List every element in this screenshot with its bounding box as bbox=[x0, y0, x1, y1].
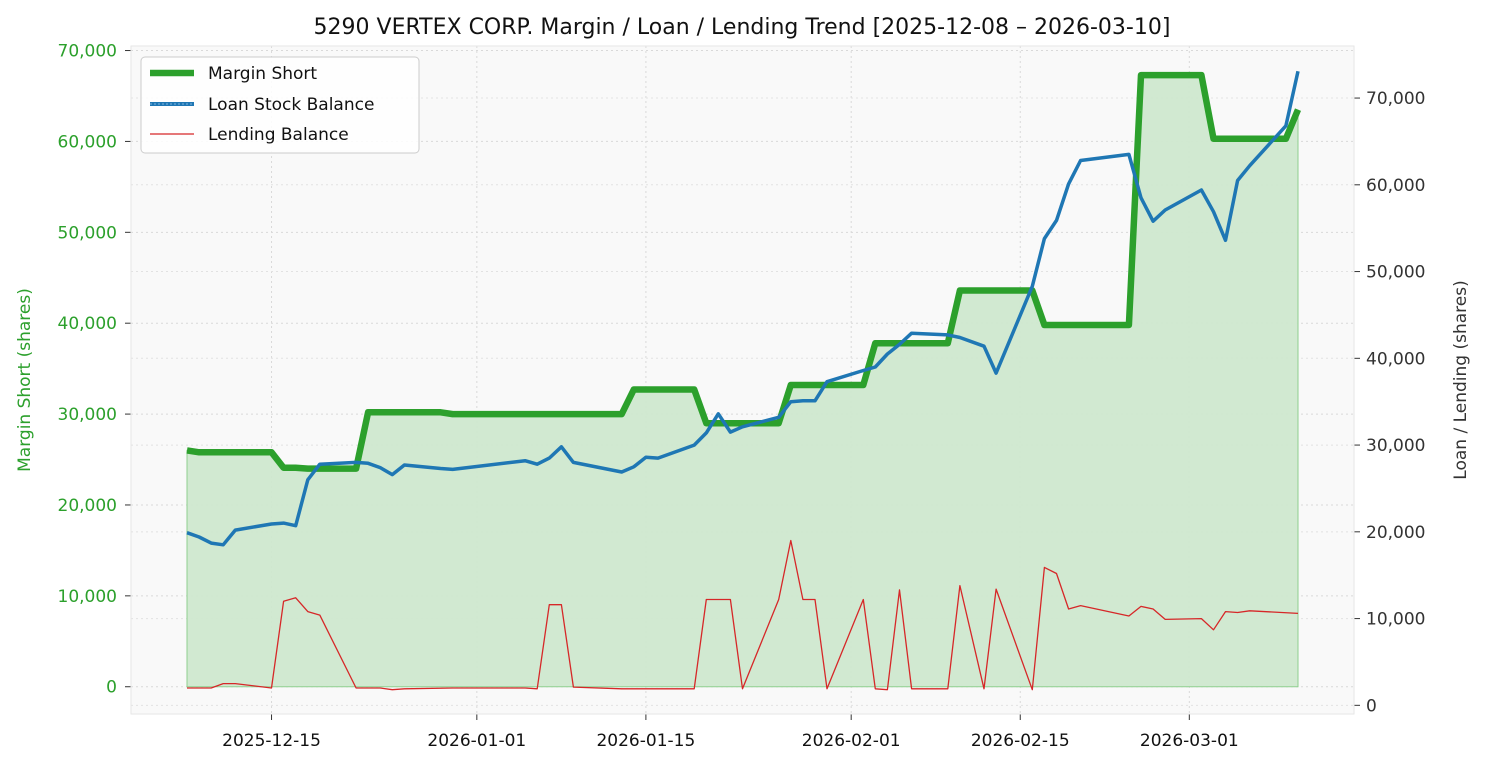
legend-label: Margin Short bbox=[208, 64, 317, 84]
lending-balance-line bbox=[187, 539, 1299, 691]
y-right-tick-label: 70,000 bbox=[1366, 89, 1425, 109]
x-tick-label: 2026-02-01 bbox=[802, 731, 901, 751]
legend: Margin Short Loan Stock Balance Lending Ba… bbox=[140, 56, 420, 154]
plot-frame bbox=[130, 45, 1355, 715]
y-left-tick-label: 50,000 bbox=[58, 223, 117, 243]
loan-stock-balance-line bbox=[186, 70, 1300, 547]
y-left-tick-label: 60,000 bbox=[58, 132, 117, 152]
margin-short-line bbox=[186, 71, 1302, 472]
axes-layer: 2025-12-15 2026-01-01 2026-01-15 2026-02-01… bbox=[58, 42, 1426, 751]
legend-label: Loan Stock Balance bbox=[208, 95, 374, 115]
y-axis-right-label: Loan / Lending (shares) bbox=[1451, 280, 1471, 479]
y-left-tick-label: 30,000 bbox=[58, 405, 117, 425]
y-left-tick-label: 10,000 bbox=[58, 587, 117, 607]
y-left-tick-label: 20,000 bbox=[58, 496, 117, 516]
series-lines-layer bbox=[186, 70, 1302, 691]
legend-box bbox=[140, 56, 420, 154]
y-right-tick-label: 50,000 bbox=[1366, 263, 1425, 283]
x-tick-label: 2026-03-01 bbox=[1140, 731, 1239, 751]
y-right-tick-label: 60,000 bbox=[1366, 176, 1425, 196]
y-right-tick-label: 30,000 bbox=[1366, 436, 1425, 456]
y-axis-left-label: Margin Short (shares) bbox=[15, 288, 35, 472]
chart-title: 5290 VERTEX CORP. Margin / Loan / Lendin… bbox=[314, 15, 1171, 40]
y-left-tick-label: 40,000 bbox=[58, 314, 117, 334]
y-right-tick-label: 20,000 bbox=[1366, 523, 1425, 543]
legend-label: Lending Balance bbox=[208, 125, 349, 145]
y-right-tick-label: 10,000 bbox=[1366, 610, 1425, 630]
y-left-tick-label: 0 bbox=[106, 678, 117, 698]
y-left-tick-label: 70,000 bbox=[58, 42, 117, 62]
y-right-tick-label: 0 bbox=[1366, 696, 1377, 716]
y-right-tick-label: 40,000 bbox=[1366, 349, 1425, 369]
x-tick-label: 2026-01-15 bbox=[596, 731, 695, 751]
x-tick-label: 2026-01-01 bbox=[427, 731, 526, 751]
x-tick-label: 2026-02-15 bbox=[971, 731, 1070, 751]
x-tick-label: 2025-12-15 bbox=[222, 731, 321, 751]
